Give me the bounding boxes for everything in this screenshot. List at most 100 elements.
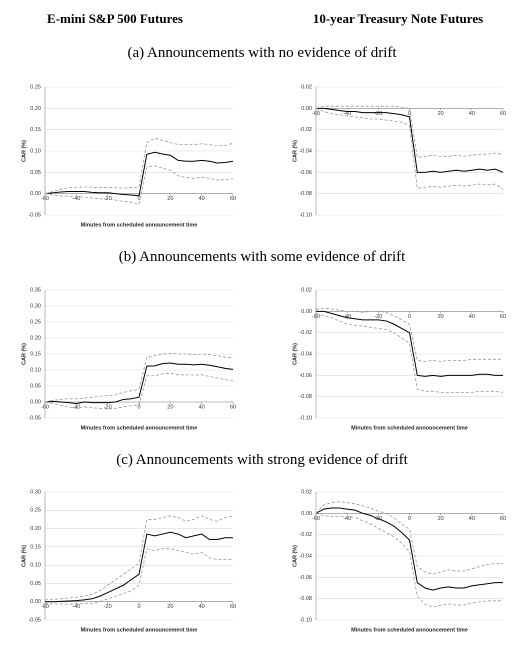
column-header: E-mini S&P 500 Futures — [47, 11, 183, 26]
x-tick-label: 0 — [408, 314, 411, 320]
y-axis-label: CAR (%) — [21, 545, 27, 567]
y-tick-label: 0.25 — [30, 84, 41, 90]
series-line — [315, 507, 503, 591]
x-tick-label: -60 — [41, 404, 49, 410]
y-tick-label: 0.02 — [301, 489, 312, 495]
x-tick-label: -40 — [343, 111, 351, 117]
x-tick-label: 60 — [230, 604, 236, 610]
x-tick-label: 0 — [137, 404, 140, 410]
y-tick-label: 0.20 — [30, 106, 41, 112]
y-tick-label: -0.02 — [299, 532, 312, 538]
y-tick-label: -0.10 — [299, 212, 312, 218]
x-tick-label: 0 — [408, 111, 411, 117]
x-tick-label: -20 — [374, 111, 382, 117]
x-tick-label: -20 — [104, 404, 112, 410]
x-tick-label: 60 — [230, 196, 236, 202]
x-axis-label: Minutes from scheduled announcement time — [81, 425, 198, 431]
y-tick-label: 0.30 — [30, 489, 41, 495]
y-tick-label: -0.05 — [28, 617, 41, 623]
column-header: 10-year Treasury Note Futures — [313, 11, 483, 26]
y-tick-label: -0.08 — [299, 394, 312, 400]
series-line — [316, 310, 503, 377]
y-tick-label: -0.04 — [299, 351, 312, 357]
x-tick-label: -60 — [312, 111, 320, 117]
section-title: (b) Announcements with some evidence of … — [119, 249, 406, 265]
y-tick-label: -0.10 — [299, 415, 312, 421]
x-tick-label: -60 — [312, 314, 320, 320]
x-tick-label: 20 — [438, 516, 444, 522]
series-line — [44, 137, 234, 195]
y-tick-label: 0.00 — [30, 599, 41, 605]
y-tick-label: 0.20 — [30, 526, 41, 532]
series-line — [315, 307, 503, 362]
y-tick-label: -0.08 — [299, 596, 312, 602]
x-tick-label: -60 — [312, 516, 320, 522]
y-tick-label: -0.10 — [299, 617, 312, 623]
y-tick-label: 0.00 — [301, 511, 312, 517]
y-tick-label: 0.05 — [30, 383, 41, 389]
series-line — [315, 313, 504, 393]
y-tick-label: 0.00 — [301, 309, 312, 315]
series-line — [44, 515, 234, 601]
x-tick-label: 40 — [199, 404, 205, 410]
series-line — [44, 352, 234, 403]
series-line — [316, 107, 504, 173]
y-tick-label: -0.05 — [28, 212, 41, 218]
x-tick-label: -60 — [41, 604, 49, 610]
y-axis-label: CAR (%) — [292, 343, 298, 365]
x-tick-label: -60 — [41, 196, 49, 202]
y-tick-label: 0.02 — [301, 287, 312, 293]
y-tick-label: 0.00 — [30, 399, 41, 405]
y-tick-label: -0.06 — [299, 373, 312, 379]
y-tick-label: -0.06 — [299, 575, 312, 581]
series-line — [315, 501, 503, 575]
x-tick-label: 0 — [137, 196, 140, 202]
y-axis-label: CAR (%) — [21, 343, 27, 365]
x-axis-label: Minutes from scheduled announcement time — [81, 222, 198, 228]
section-title: (c) Announcements with strong evidence o… — [116, 452, 408, 468]
series-line — [45, 531, 233, 603]
x-tick-label: 60 — [230, 404, 236, 410]
section-title: (a) Announcements with no evidence of dr… — [127, 45, 397, 61]
series-line — [44, 151, 234, 197]
x-tick-label: 40 — [469, 314, 475, 320]
x-tick-label: 0 — [408, 516, 411, 522]
x-tick-label: 0 — [137, 604, 140, 610]
y-tick-label: 0.20 — [30, 335, 41, 341]
x-tick-label: 40 — [199, 604, 205, 610]
x-tick-label: 60 — [500, 314, 506, 320]
series-line — [44, 362, 234, 405]
y-tick-label: 0.10 — [30, 148, 41, 154]
series-line — [315, 512, 503, 608]
x-tick-label: -20 — [374, 314, 382, 320]
y-tick-label: 0.35 — [30, 287, 41, 293]
y-tick-label: -0.04 — [299, 553, 312, 559]
y-tick-label: -0.02 — [299, 330, 312, 336]
y-tick-label: -0.05 — [28, 415, 41, 421]
x-tick-label: 20 — [167, 604, 173, 610]
x-tick-label: -40 — [343, 516, 351, 522]
y-axis-label: CAR (%) — [292, 545, 298, 567]
x-tick-label: 60 — [500, 516, 506, 522]
y-tick-label: 0.15 — [30, 351, 41, 357]
y-tick-label: 0.10 — [30, 367, 41, 373]
x-tick-label: 20 — [167, 196, 173, 202]
x-tick-label: -40 — [72, 604, 80, 610]
y-tick-label: -0.06 — [299, 170, 312, 176]
y-tick-label: 0.05 — [30, 170, 41, 176]
y-tick-label: -0.04 — [299, 148, 312, 154]
y-tick-label: 0.25 — [30, 319, 41, 325]
series-line — [44, 165, 234, 205]
y-tick-label: 0.15 — [30, 544, 41, 550]
x-axis-label: Minutes from scheduled announcement time — [81, 627, 198, 633]
y-tick-label: -0.08 — [299, 191, 312, 197]
x-axis-label: Minutes from scheduled announcement time — [351, 425, 468, 431]
x-axis-label: Minutes from scheduled announcement time — [351, 627, 468, 633]
y-tick-label: 0.30 — [30, 303, 41, 309]
y-tick-label: 0.00 — [301, 106, 312, 112]
x-tick-label: -40 — [343, 314, 351, 320]
y-axis-label: CAR (%) — [21, 140, 27, 162]
y-tick-label: -0.02 — [299, 127, 312, 133]
x-tick-label: 40 — [469, 516, 475, 522]
